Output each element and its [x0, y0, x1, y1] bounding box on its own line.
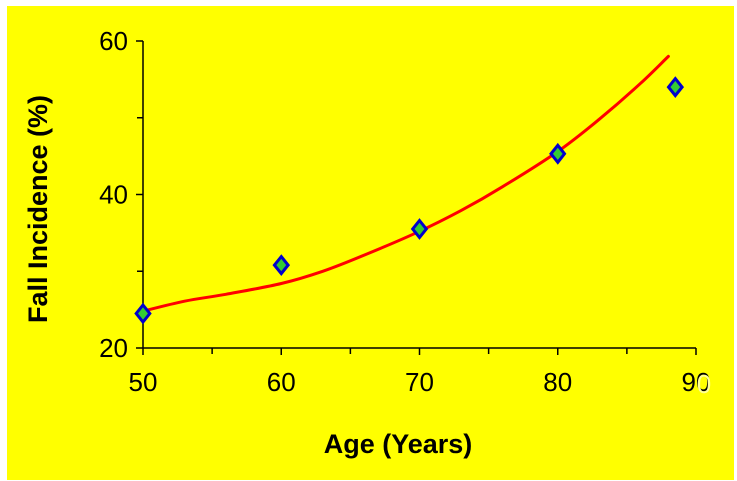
x-tick-label: 80	[543, 367, 572, 397]
trend-line	[141, 54, 670, 313]
y-axis-title: Fall Incidence (%)	[23, 95, 53, 323]
data-point-diamond	[134, 302, 152, 325]
data-point-diamond	[549, 142, 567, 165]
y-tick-label: 40	[99, 180, 128, 210]
x-tick-label: 60	[267, 367, 296, 397]
y-tick-label: 20	[99, 333, 128, 363]
x-tick-label: 50	[129, 367, 158, 397]
data-point-diamond	[410, 218, 429, 240]
y-tick-label: 60	[99, 26, 128, 56]
data-point-diamond	[272, 254, 291, 276]
data-point-diamond	[666, 76, 685, 99]
axes	[142, 41, 696, 349]
x-axis-title: Age (Years)	[324, 429, 473, 459]
overlay-glyph: 0	[697, 369, 711, 399]
axis-ticks	[136, 40, 697, 355]
x-tick-label: 70	[405, 367, 434, 397]
axis-tick-labels: 50 60 70 80 90 20 40 60	[99, 26, 710, 397]
x-tick-label: 90	[682, 367, 711, 397]
plot-series	[134, 54, 685, 325]
chart-background	[7, 6, 734, 480]
